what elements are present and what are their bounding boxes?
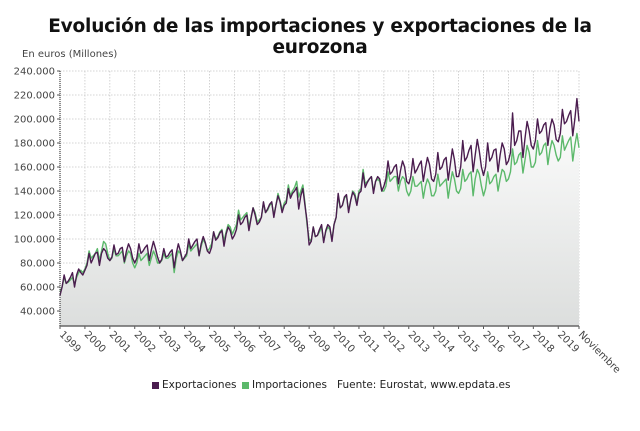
- y-tick-label: 60.000: [20, 283, 55, 294]
- y-tick-label: 80.000: [20, 259, 55, 270]
- x-tick-label: 2019: [555, 329, 581, 355]
- x-tick-label: 2009: [306, 329, 332, 355]
- series-line-importaciones: [59, 132, 580, 293]
- y-tick-label: 40.000: [20, 307, 55, 318]
- x-tick-label: 2004: [181, 329, 207, 355]
- area-fill: [60, 98, 579, 326]
- x-tick-label: Noviembre: [576, 329, 622, 375]
- y-tick-label: 120.000: [14, 211, 55, 222]
- x-tick-label: 2002: [132, 329, 158, 355]
- series-line-exportaciones: [59, 97, 580, 296]
- x-tick-label: 2014: [431, 329, 457, 355]
- y-tick-label: 240.000: [14, 67, 55, 78]
- legend-label-exportaciones: Exportaciones: [162, 379, 237, 391]
- x-tick-label: 2007: [256, 329, 282, 355]
- y-axis-label: En euros (Millones): [22, 49, 118, 60]
- legend-label-importaciones: Importaciones: [252, 379, 327, 391]
- legend-swatch-exportaciones: [152, 381, 159, 389]
- source-note: Fuente: Eurostat, www.epdata.es: [337, 379, 511, 391]
- legend-swatch-importaciones: [242, 381, 249, 389]
- x-tick-label: 2010: [331, 329, 357, 355]
- x-tick-label: 2012: [381, 329, 407, 355]
- x-tick-label: 2000: [82, 329, 108, 355]
- x-tick-label: 2018: [530, 329, 556, 355]
- legend-item-exportaciones[interactable]: Exportaciones: [152, 379, 237, 391]
- chart-title: Evolución de las importaciones y exporta…: [48, 16, 592, 58]
- y-tick-label: 160.000: [14, 163, 55, 174]
- x-tick-label: 2003: [157, 329, 183, 355]
- y-tick-label: 180.000: [14, 139, 55, 150]
- y-tick-label: 100.000: [14, 235, 55, 246]
- x-tick-label: 2013: [406, 329, 432, 355]
- y-tick-label: 220.000: [14, 91, 55, 102]
- x-tick-label: 2015: [455, 329, 481, 355]
- x-tick-label: 2011: [356, 329, 382, 355]
- legend-item-importaciones[interactable]: Importaciones: [242, 379, 327, 391]
- x-tick-label: 2008: [281, 329, 307, 355]
- x-tick-label: 2006: [231, 329, 257, 355]
- x-tick-label: 2017: [505, 329, 531, 355]
- y-tick-label: 140.000: [14, 187, 55, 198]
- x-tick-label: 2001: [107, 329, 133, 355]
- x-tick-label: 2005: [206, 329, 232, 355]
- x-tick-label: 1999: [57, 329, 83, 355]
- y-tick-label: 200.000: [14, 115, 55, 126]
- x-tick-label: 2016: [480, 329, 506, 355]
